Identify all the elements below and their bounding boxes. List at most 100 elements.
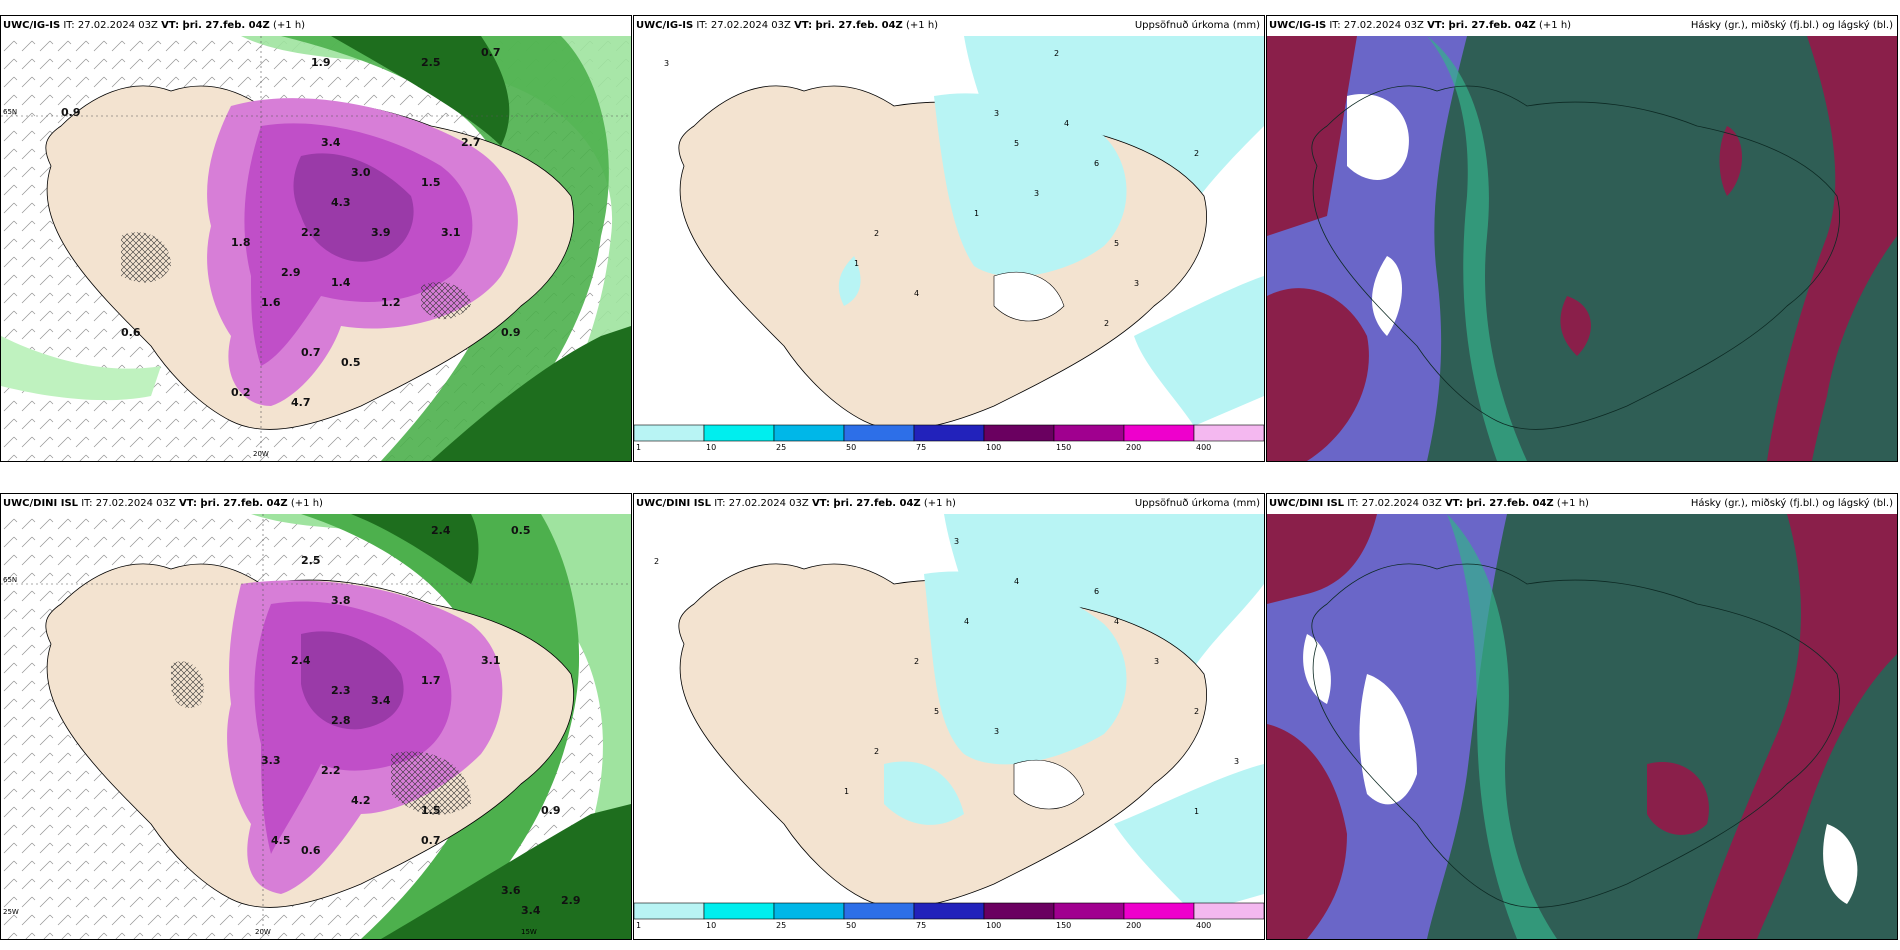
value-label: 0.6 (121, 326, 141, 339)
value-label: 1 (854, 259, 859, 268)
value-label: 4 (914, 289, 919, 298)
legend-swatch (983, 424, 1055, 442)
value-label: 5 (1114, 239, 1119, 248)
legend-swatch (1123, 902, 1195, 920)
value-label: 1.9 (311, 56, 331, 69)
legend-svg: 1 10 25 50 75 100 150 200 400 (634, 902, 1264, 930)
legend-swatch (634, 902, 705, 920)
value-label: 0.7 (301, 346, 321, 359)
legend-swatch (1193, 902, 1264, 920)
value-label: 1.7 (421, 674, 441, 687)
value-label: 3.0 (351, 166, 371, 179)
panel-header: UWC/IG-IS IT: 27.02.2024 03Z VT: þri. 27… (636, 20, 1260, 31)
accum-labels: 3 2 3 4 5 6 3 1 2 1 4 2 5 3 2 (664, 49, 1199, 328)
legend-swatch (703, 424, 775, 442)
legend-tick: 25 (776, 921, 786, 930)
map-svg: 2.4 0.5 2.5 3.8 2.4 2.3 3.4 2.8 1.7 3.1 3.3 2.2 4.2 1… (1, 514, 631, 939)
legend-swatch (983, 902, 1055, 920)
panel-header: UWC/DINI ISL IT: 27.02.2024 03Z VT: þri.… (3, 498, 323, 509)
legend-tick: 1 (636, 443, 641, 452)
legend-swatch (703, 902, 775, 920)
legend-swatch (773, 902, 845, 920)
legend-swatch (634, 424, 705, 442)
value-label: 3 (1134, 279, 1139, 288)
value-label: 5 (934, 707, 939, 716)
value-label: 0.9 (61, 106, 81, 119)
value-label: 2.3 (331, 684, 351, 697)
legend-tick: 1 (636, 921, 641, 930)
legend-swatch (1053, 424, 1125, 442)
value-label: 2 (1194, 149, 1199, 158)
map-svg: 0.7 1.9 2.5 0.9 3.4 2.7 3.0 1.5 4.3 2.2 3.9 3.1 1.8 2… (1, 36, 631, 461)
value-label: 3.9 (371, 226, 391, 239)
value-label: 1.5 (421, 804, 441, 817)
value-label: 4 (1014, 577, 1019, 586)
legend-tick: 400 (1196, 921, 1211, 930)
map-svg (1267, 514, 1897, 939)
value-label: 2 (1194, 707, 1199, 716)
legend-swatch (1193, 424, 1264, 442)
value-label: 1.5 (421, 176, 441, 189)
value-label: 1.8 (231, 236, 251, 249)
cloud-map (1267, 36, 1897, 461)
panel-wind-precip-dini: UWC/DINI ISL IT: 27.02.2024 03Z VT: þri.… (0, 493, 632, 940)
value-label: 2 (1104, 319, 1109, 328)
lat-label: 65N (3, 576, 17, 584)
value-label: 1.2 (381, 296, 401, 309)
precip-labels: 2.4 0.5 2.5 3.8 2.4 2.3 3.4 2.8 1.7 3.1 3.3 2.2 4.2 1… (261, 524, 581, 917)
value-label: 0.5 (511, 524, 531, 537)
value-label: 2 (914, 657, 919, 666)
lat-label: 65N (3, 108, 17, 116)
panel-header: UWC/DINI ISL IT: 27.02.2024 03Z VT: þri.… (1269, 498, 1893, 509)
value-label: 3.4 (521, 904, 541, 917)
legend-tick: 50 (846, 921, 856, 930)
legend-swatch (913, 902, 985, 920)
legend-tick: 100 (986, 443, 1001, 452)
value-label: 4 (1064, 119, 1069, 128)
value-label: 4.5 (271, 834, 291, 847)
value-label: 2.2 (321, 764, 341, 777)
panel-header: UWC/DINI ISL IT: 27.02.2024 03Z VT: þri.… (636, 498, 1260, 509)
value-label: 6 (1094, 587, 1099, 596)
lon-left-label: 25W (3, 908, 19, 916)
legend-tick: 150 (1056, 921, 1071, 930)
legend-swatch (913, 424, 985, 442)
cloud-map (1267, 514, 1897, 939)
panel-clouds-dini: UWC/DINI ISL IT: 27.02.2024 03Z VT: þri.… (1266, 493, 1898, 940)
value-label: 1.4 (331, 276, 351, 289)
value-label: 0.5 (341, 356, 361, 369)
legend-tick: 200 (1126, 921, 1141, 930)
legend-tick: 150 (1056, 443, 1071, 452)
value-label: 3.1 (441, 226, 461, 239)
value-label: 1.6 (261, 296, 281, 309)
legend-tick: 25 (776, 443, 786, 452)
value-label: 2 (874, 229, 879, 238)
legend-tick: 200 (1126, 443, 1141, 452)
value-label: 3.4 (321, 136, 341, 149)
precip-labels: 0.7 1.9 2.5 0.9 3.4 2.7 3.0 1.5 4.3 2.2 3.9 3.1 1.8 2… (61, 46, 521, 409)
legend-tick: 400 (1196, 443, 1211, 452)
value-label: 2.2 (301, 226, 321, 239)
legend-tick: 50 (846, 443, 856, 452)
value-label: 0.9 (541, 804, 561, 817)
panel-accum-precip-igis: UWC/IG-IS IT: 27.02.2024 03Z VT: þri. 27… (633, 15, 1265, 462)
value-label: 3.8 (331, 594, 351, 607)
value-label: 0.7 (481, 46, 501, 59)
value-label: 6 (1094, 159, 1099, 168)
value-label: 2.5 (421, 56, 441, 69)
value-label: 0.6 (301, 844, 321, 857)
value-label: 2.4 (431, 524, 451, 537)
legend-tick: 100 (986, 921, 1001, 930)
value-label: 3 (994, 109, 999, 118)
value-label: 1 (844, 787, 849, 796)
panel-wind-precip-igis: UWC/IG-IS IT: 27.02.2024 03Z VT: þri. 27… (0, 15, 632, 462)
value-label: 4.7 (291, 396, 311, 409)
value-label: 5 (1014, 139, 1019, 148)
value-label: 3.3 (261, 754, 281, 767)
value-label: 2 (874, 747, 879, 756)
value-label: 4 (1114, 617, 1119, 626)
